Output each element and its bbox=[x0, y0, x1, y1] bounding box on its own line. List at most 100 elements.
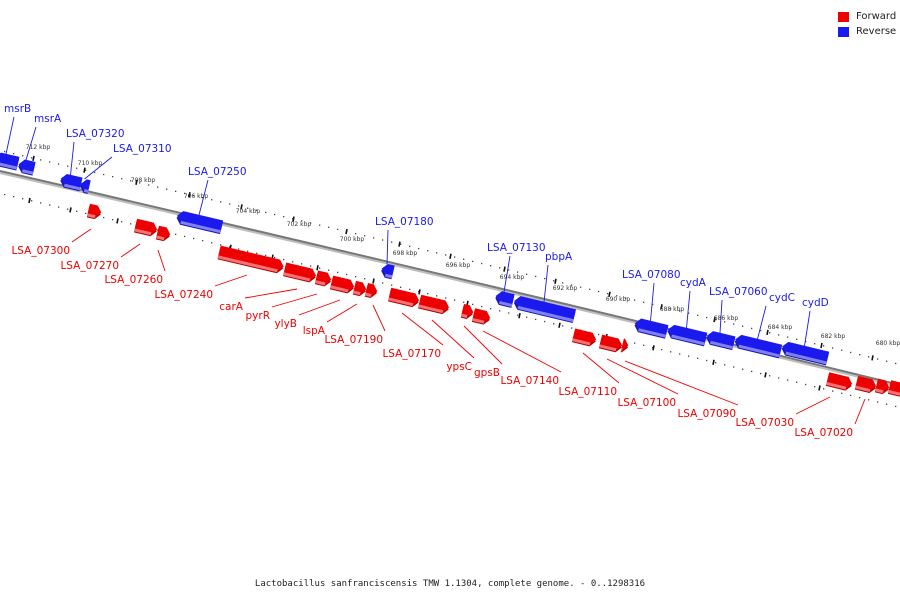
gene-LSA_07030 bbox=[825, 372, 853, 391]
minor-tick bbox=[625, 297, 627, 299]
label-ylyB: ylyB bbox=[274, 318, 297, 330]
label-LSA_07190: LSA_07190 bbox=[324, 334, 383, 346]
minor-tick bbox=[526, 273, 528, 275]
minor-tick bbox=[490, 308, 492, 310]
major-tick bbox=[871, 355, 874, 361]
minor-tick bbox=[454, 299, 456, 301]
major-tick bbox=[83, 167, 86, 173]
minor-tick bbox=[49, 161, 51, 163]
leader-LSA_07170 bbox=[401, 312, 444, 346]
leader-LSA_07240 bbox=[214, 274, 248, 287]
minor-tick bbox=[49, 204, 51, 206]
minor-tick bbox=[490, 265, 492, 267]
minor-tick bbox=[427, 250, 429, 252]
minor-tick bbox=[22, 198, 24, 200]
minor-tick bbox=[256, 252, 258, 254]
scale-label: 698 kbp bbox=[393, 250, 418, 257]
minor-tick bbox=[850, 394, 852, 397]
major-tick bbox=[449, 253, 452, 259]
minor-tick bbox=[562, 325, 564, 327]
leader-LSA_07320 bbox=[70, 141, 75, 176]
scale-label: 702 kbp bbox=[287, 221, 312, 228]
minor-tick bbox=[328, 269, 330, 271]
minor-tick bbox=[688, 312, 690, 314]
minor-tick bbox=[634, 299, 636, 301]
major-tick bbox=[652, 345, 655, 351]
minor-tick bbox=[859, 353, 861, 356]
minor-tick bbox=[895, 362, 897, 365]
minor-tick bbox=[247, 207, 249, 209]
label-LSA_07240: LSA_07240 bbox=[154, 289, 213, 301]
minor-tick bbox=[535, 275, 537, 278]
minor-tick bbox=[760, 372, 762, 375]
minor-tick bbox=[481, 262, 483, 265]
minor-tick bbox=[859, 396, 861, 399]
minor-tick bbox=[643, 344, 645, 346]
leader-pbpA bbox=[543, 264, 549, 303]
minor-tick bbox=[544, 277, 546, 280]
minor-tick bbox=[634, 342, 636, 344]
major-tick bbox=[818, 385, 821, 391]
minor-tick bbox=[526, 316, 528, 318]
minor-tick bbox=[202, 239, 204, 242]
minor-tick bbox=[769, 332, 771, 334]
minor-tick bbox=[814, 343, 816, 345]
gene-LSA_07080 bbox=[634, 318, 669, 339]
leader-LSA_07060 bbox=[719, 299, 723, 334]
leader-ylyB bbox=[298, 299, 341, 316]
minor-tick bbox=[886, 360, 888, 362]
minor-tick bbox=[454, 256, 456, 258]
outer-tick-row bbox=[4, 150, 897, 365]
minor-tick bbox=[499, 267, 501, 269]
major-tick bbox=[188, 192, 191, 198]
minor-tick bbox=[661, 349, 663, 351]
minor-tick bbox=[13, 196, 15, 198]
minor-tick bbox=[301, 220, 303, 222]
minor-tick bbox=[733, 366, 735, 368]
minor-tick bbox=[193, 237, 195, 240]
genome-caption: Lactobacillus sanfranciscensis TMW 1.130… bbox=[254, 579, 646, 589]
minor-tick bbox=[364, 235, 366, 237]
minor-tick bbox=[31, 157, 33, 159]
gene-pyrR bbox=[314, 270, 332, 287]
label-LSA_07020: LSA_07020 bbox=[794, 427, 853, 439]
minor-tick bbox=[265, 211, 267, 214]
gene-LSA_07170 bbox=[388, 287, 420, 308]
minor-tick bbox=[697, 357, 699, 359]
minor-tick bbox=[868, 356, 870, 358]
scale-label: 684 kbp bbox=[768, 324, 793, 331]
gene-LSA_07310 bbox=[80, 179, 91, 194]
minor-tick bbox=[229, 246, 231, 248]
scale-label: 700 kbp bbox=[340, 236, 365, 243]
label-LSA_07110: LSA_07110 bbox=[558, 386, 617, 398]
minor-tick bbox=[787, 336, 789, 338]
minor-tick bbox=[103, 173, 105, 176]
minor-tick bbox=[328, 226, 330, 228]
minor-tick bbox=[679, 310, 681, 312]
scale-label: 694 kbp bbox=[500, 274, 525, 281]
label-cydA: cydA bbox=[680, 277, 707, 289]
major-tick bbox=[345, 228, 348, 235]
minor-tick bbox=[355, 275, 357, 278]
major-tick bbox=[764, 372, 767, 378]
minor-tick bbox=[823, 345, 825, 347]
minor-tick bbox=[13, 153, 15, 155]
minor-tick bbox=[373, 237, 375, 239]
minor-tick bbox=[355, 232, 357, 235]
label-cydC: cydC bbox=[769, 292, 795, 304]
gene-ylyB bbox=[329, 275, 355, 294]
leader-msrA bbox=[25, 126, 37, 161]
major-tick bbox=[820, 342, 823, 349]
scale-label: 706 kbp bbox=[184, 193, 209, 200]
minor-tick bbox=[472, 303, 474, 306]
major-tick bbox=[503, 266, 506, 272]
leader-cydD bbox=[804, 310, 811, 347]
minor-tick bbox=[4, 150, 6, 153]
minor-tick bbox=[166, 188, 168, 190]
minor-tick bbox=[400, 286, 402, 288]
label-LSA_07030: LSA_07030 bbox=[735, 417, 794, 429]
label-LSA_07300: LSA_07300 bbox=[11, 245, 70, 257]
minor-tick bbox=[841, 349, 843, 351]
leader-LSA_07090 bbox=[624, 360, 739, 406]
major-tick bbox=[135, 179, 138, 185]
